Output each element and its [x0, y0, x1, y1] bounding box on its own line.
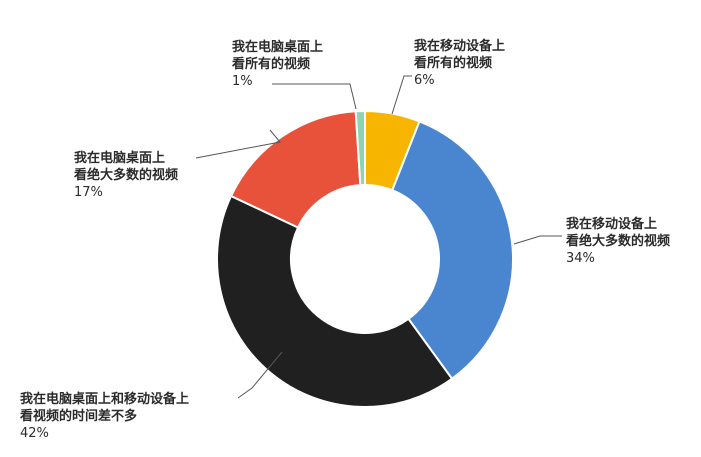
label-mobile-all-line2: 看所有的视频 [414, 56, 493, 71]
label-mobile-all: 我在移动设备上 看所有的视频 6% [414, 38, 505, 89]
leader-mobile-all [391, 75, 412, 115]
label-desktop-all: 我在电脑桌面上 看所有的视频 1% [232, 39, 323, 90]
label-desktop-most-pct: 17% [74, 185, 103, 200]
label-both-equal-pct: 42% [20, 426, 49, 441]
label-mobile-most: 我在移动设备上 看绝大多数的视频 34% [566, 216, 670, 267]
label-both-equal-line1: 我在电脑桌面上和移动设备上 [20, 392, 190, 407]
label-desktop-all-line1: 我在电脑桌面上 [232, 40, 324, 55]
leader-both-equal [237, 351, 283, 399]
leader-mobile-most [513, 235, 562, 245]
leader-desktop-all [272, 83, 357, 110]
label-both-equal: 我在电脑桌面上和移动设备上 看视频的时间差不多 42% [20, 391, 189, 442]
label-desktop-most-line2: 看绝大多数的视频 [74, 168, 179, 183]
label-mobile-most-line1: 我在移动设备上 [566, 217, 658, 232]
slice-mobile-most [390, 120, 514, 381]
label-desktop-all-line2: 看所有的视频 [232, 57, 311, 72]
label-mobile-all-pct: 6% [414, 73, 435, 88]
label-mobile-all-line1: 我在移动设备上 [414, 39, 506, 54]
label-mobile-most-pct: 34% [566, 251, 595, 266]
label-mobile-most-line2: 看绝大多数的视频 [566, 234, 671, 249]
label-desktop-most: 我在电脑桌面上 看绝大多数的视频 17% [74, 150, 178, 201]
label-desktop-most-line1: 我在电脑桌面上 [74, 151, 166, 166]
label-both-equal-line2: 看视频的时间差不多 [20, 409, 138, 424]
leader-desktop-most [195, 129, 281, 159]
slices-group [216, 109, 514, 408]
label-desktop-all-pct: 1% [232, 74, 253, 89]
slice-desktop-all [354, 109, 366, 187]
leader-lines-group [195, 75, 562, 399]
slice-both-equal [216, 194, 454, 408]
